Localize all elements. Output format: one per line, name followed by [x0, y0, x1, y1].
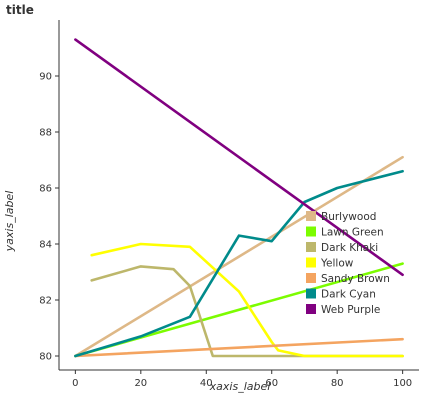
x-axis-ticks: 0 20 40 60 80 100 — [72, 370, 412, 389]
legend-swatch-yellow — [306, 257, 316, 268]
legend-swatch-burlywood — [306, 211, 316, 221]
x-tick-label: 0 — [72, 378, 78, 389]
x-tick-label: 60 — [265, 378, 278, 389]
chart-title: title — [6, 3, 34, 17]
y-tick-label: 82 — [39, 296, 52, 307]
x-tick-label: 80 — [331, 378, 344, 389]
x-tick-label: 100 — [393, 378, 412, 389]
legend-label-sandy-brown: Sandy Brown — [321, 273, 390, 285]
legend-label-lawn-green: Lawn Green — [321, 227, 384, 239]
series-line-sandy-brown — [74, 337, 404, 358]
legend-swatch-dark-cyan — [306, 288, 316, 299]
legend-swatch-web-purple — [306, 304, 316, 314]
legend-label-dark-cyan: Dark Cyan — [321, 289, 376, 301]
legend: Burlywood Lawn Green Dark Khaki Yellow Sandy… — [306, 211, 390, 316]
legend-swatch-lawn-green — [306, 226, 316, 237]
legend-label-dark-khaki: Dark Khaki — [321, 242, 378, 254]
series-line-yellow — [90, 242, 404, 358]
legend-label-yellow: Yellow — [320, 258, 354, 270]
series-line-dark-khaki — [90, 265, 404, 358]
y-tick-label: 80 — [39, 352, 52, 363]
series-line-burlywood — [74, 155, 404, 358]
y-axis-ticks: 80 82 84 86 88 90 — [39, 72, 59, 363]
y-tick-label: 86 — [39, 184, 52, 195]
x-tick-label: 40 — [200, 378, 213, 389]
plot-area — [58, 20, 419, 371]
y-tick-label: 84 — [39, 240, 52, 251]
series-line-web-purple — [74, 38, 404, 277]
x-axis-title: xaxis_label — [209, 380, 271, 393]
series-line-dark-cyan — [74, 169, 404, 358]
y-tick-label: 88 — [39, 128, 52, 139]
legend-label-web-purple: Web Purple — [321, 304, 380, 316]
legend-swatch-sandy-brown — [306, 273, 316, 283]
y-tick-label: 90 — [39, 72, 52, 83]
x-tick-label: 20 — [134, 378, 147, 389]
legend-swatch-dark-khaki — [306, 242, 316, 252]
y-axis-title: yaxis_label — [3, 191, 16, 253]
legend-label-burlywood: Burlywood — [321, 211, 376, 223]
